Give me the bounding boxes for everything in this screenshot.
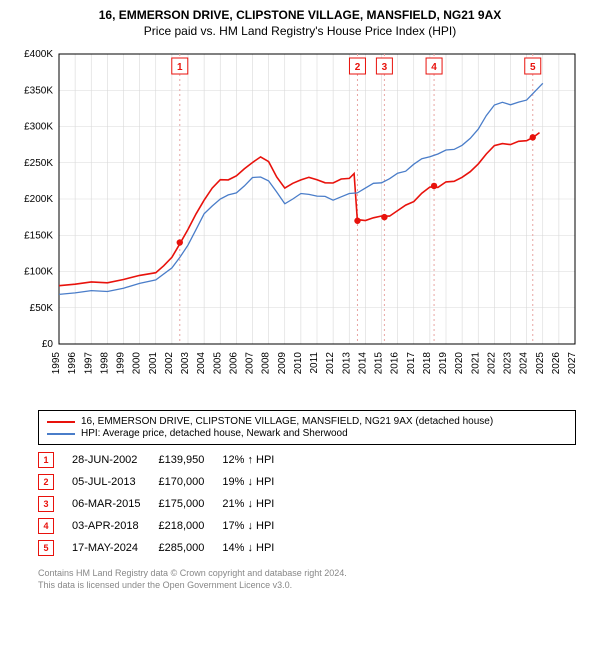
svg-text:£50K: £50K	[30, 303, 54, 314]
legend-item: 16, EMMERSON DRIVE, CLIPSTONE VILLAGE, M…	[47, 416, 567, 427]
svg-text:2011: 2011	[309, 352, 320, 374]
legend-swatch	[47, 433, 75, 435]
svg-text:2: 2	[355, 62, 361, 73]
svg-text:2026: 2026	[551, 352, 562, 375]
svg-text:4: 4	[431, 62, 437, 73]
svg-text:5: 5	[530, 62, 536, 73]
sale-date: 17-MAY-2024	[72, 537, 158, 559]
svg-text:2013: 2013	[341, 352, 352, 375]
sale-price: £175,000	[158, 493, 222, 515]
svg-text:£200K: £200K	[24, 194, 53, 205]
svg-text:£250K: £250K	[24, 158, 53, 169]
svg-text:2017: 2017	[406, 352, 417, 375]
svg-text:2025: 2025	[535, 352, 546, 375]
svg-text:2018: 2018	[422, 352, 433, 375]
sale-price: £285,000	[158, 537, 222, 559]
svg-text:2008: 2008	[261, 352, 272, 375]
svg-text:£400K: £400K	[24, 49, 53, 60]
sale-pct: 21% ↓ HPI	[222, 493, 292, 515]
sale-marker: 4	[38, 518, 54, 534]
svg-text:2024: 2024	[519, 352, 530, 375]
svg-text:2000: 2000	[132, 352, 143, 375]
sale-date: 03-APR-2018	[72, 515, 158, 537]
svg-text:1995: 1995	[51, 352, 62, 375]
svg-text:2016: 2016	[390, 352, 401, 375]
sale-marker: 3	[38, 496, 54, 512]
sale-pct: 12% ↑ HPI	[222, 449, 292, 471]
svg-text:3: 3	[382, 62, 388, 73]
sale-price: £218,000	[158, 515, 222, 537]
svg-text:2021: 2021	[470, 352, 481, 375]
sale-marker: 1	[38, 452, 54, 468]
sale-pct: 19% ↓ HPI	[222, 471, 292, 493]
legend-item: HPI: Average price, detached house, Newa…	[47, 428, 567, 439]
table-row: 2 05-JUL-2013£170,00019% ↓ HPI	[38, 471, 292, 493]
svg-text:£150K: £150K	[24, 230, 53, 241]
table-row: 1 28-JUN-2002£139,95012% ↑ HPI	[38, 449, 292, 471]
sale-pct: 14% ↓ HPI	[222, 537, 292, 559]
footer-line: Contains HM Land Registry data © Crown c…	[38, 567, 592, 579]
svg-text:2015: 2015	[374, 352, 385, 375]
svg-text:2004: 2004	[196, 352, 207, 375]
svg-text:2002: 2002	[164, 352, 175, 375]
svg-text:2027: 2027	[567, 352, 578, 375]
svg-text:2010: 2010	[293, 352, 304, 375]
footer: Contains HM Land Registry data © Crown c…	[38, 567, 592, 591]
svg-text:£350K: £350K	[24, 85, 53, 96]
sale-price: £139,950	[158, 449, 222, 471]
svg-text:2023: 2023	[503, 352, 514, 375]
svg-text:1: 1	[177, 62, 183, 73]
sale-marker: 5	[38, 540, 54, 556]
sale-date: 28-JUN-2002	[72, 449, 158, 471]
legend-swatch	[47, 421, 75, 423]
svg-text:2020: 2020	[454, 352, 465, 375]
chart: £0 £50K £100K £150K £200K £250K £300K £350K £400…	[15, 44, 585, 404]
svg-text:2022: 2022	[486, 352, 497, 375]
footer-line: This data is licensed under the Open Gov…	[38, 579, 592, 591]
legend-label: HPI: Average price, detached house, Newa…	[81, 428, 348, 439]
svg-text:£100K: £100K	[24, 267, 53, 278]
svg-text:2001: 2001	[148, 352, 159, 375]
sale-marker: 2	[38, 474, 54, 490]
sales-table: 1 28-JUN-2002£139,95012% ↑ HPI 2 05-JUL-201…	[38, 449, 292, 559]
svg-text:1998: 1998	[99, 352, 110, 375]
sale-pct: 17% ↓ HPI	[222, 515, 292, 537]
table-row: 5 17-MAY-2024£285,00014% ↓ HPI	[38, 537, 292, 559]
svg-text:2006: 2006	[228, 352, 239, 375]
svg-text:1999: 1999	[116, 352, 127, 375]
svg-text:2003: 2003	[180, 352, 191, 375]
svg-text:2014: 2014	[357, 352, 368, 375]
legend-label: 16, EMMERSON DRIVE, CLIPSTONE VILLAGE, M…	[81, 416, 493, 427]
svg-text:1997: 1997	[83, 352, 94, 375]
svg-text:2005: 2005	[212, 352, 223, 375]
chart-title: 16, EMMERSON DRIVE, CLIPSTONE VILLAGE, M…	[8, 8, 592, 22]
legend: 16, EMMERSON DRIVE, CLIPSTONE VILLAGE, M…	[38, 410, 576, 445]
sale-date: 06-MAR-2015	[72, 493, 158, 515]
chart-subtitle: Price paid vs. HM Land Registry's House …	[8, 24, 592, 38]
svg-text:2019: 2019	[438, 352, 449, 375]
svg-text:2009: 2009	[277, 352, 288, 375]
sale-price: £170,000	[158, 471, 222, 493]
svg-text:£300K: £300K	[24, 122, 53, 133]
sale-date: 05-JUL-2013	[72, 471, 158, 493]
svg-text:2007: 2007	[245, 352, 256, 375]
chart-title-block: 16, EMMERSON DRIVE, CLIPSTONE VILLAGE, M…	[8, 8, 592, 38]
svg-text:1996: 1996	[67, 352, 78, 375]
table-row: 3 06-MAR-2015£175,00021% ↓ HPI	[38, 493, 292, 515]
svg-text:2012: 2012	[325, 352, 336, 375]
table-row: 4 03-APR-2018£218,00017% ↓ HPI	[38, 515, 292, 537]
svg-text:£0: £0	[42, 339, 54, 350]
